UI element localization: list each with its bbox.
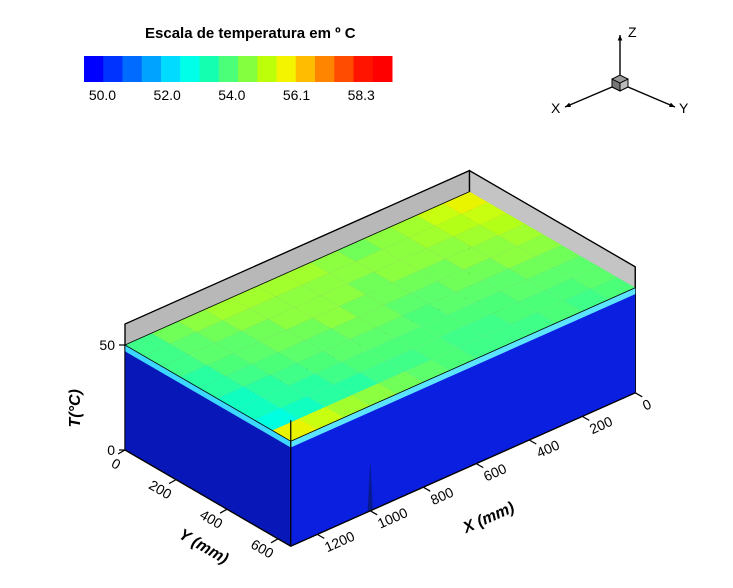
- legend-tick: 50.0: [89, 87, 116, 103]
- legend-tick: 56.1: [283, 87, 310, 103]
- x-axis-label: X (mm): [460, 499, 517, 537]
- legend-title: Escala de temperatura em º C: [145, 25, 356, 42]
- orientation-axis-widget: Z X Y: [545, 15, 695, 135]
- x-tick: 1200: [322, 528, 357, 555]
- y-tick: 200: [146, 477, 174, 503]
- legend-colorbar: 50.0 52.0 54.0 56.1 58.3: [74, 50, 402, 106]
- chart-root: Escala de temperatura em º C 50.0 52.0 54.…: [0, 0, 733, 588]
- y-tick: 400: [197, 506, 225, 532]
- axis-z-label: Z: [628, 24, 637, 40]
- y-tick: 600: [248, 536, 276, 562]
- y-axis-label: Y (mm): [176, 526, 231, 568]
- x-tick: 200: [587, 413, 615, 437]
- x-tick: 800: [428, 484, 456, 508]
- z-tick: 50: [99, 337, 115, 353]
- surface-plot-3d: 050T(°C)0200400600Y (mm)0200400600800100…: [20, 150, 710, 580]
- x-tick: 0: [640, 396, 654, 414]
- z-tick: 0: [107, 442, 115, 458]
- legend-tick: 58.3: [348, 87, 375, 103]
- x-tick: 600: [481, 460, 509, 484]
- legend-tick: 52.0: [154, 87, 181, 103]
- x-tick: 1000: [375, 504, 410, 531]
- z-axis-label: T(°C): [67, 389, 84, 427]
- axis-x-label: X: [551, 100, 561, 116]
- legend-tick: 54.0: [218, 87, 245, 103]
- axis-y-label: Y: [679, 100, 689, 116]
- x-tick: 400: [534, 437, 562, 461]
